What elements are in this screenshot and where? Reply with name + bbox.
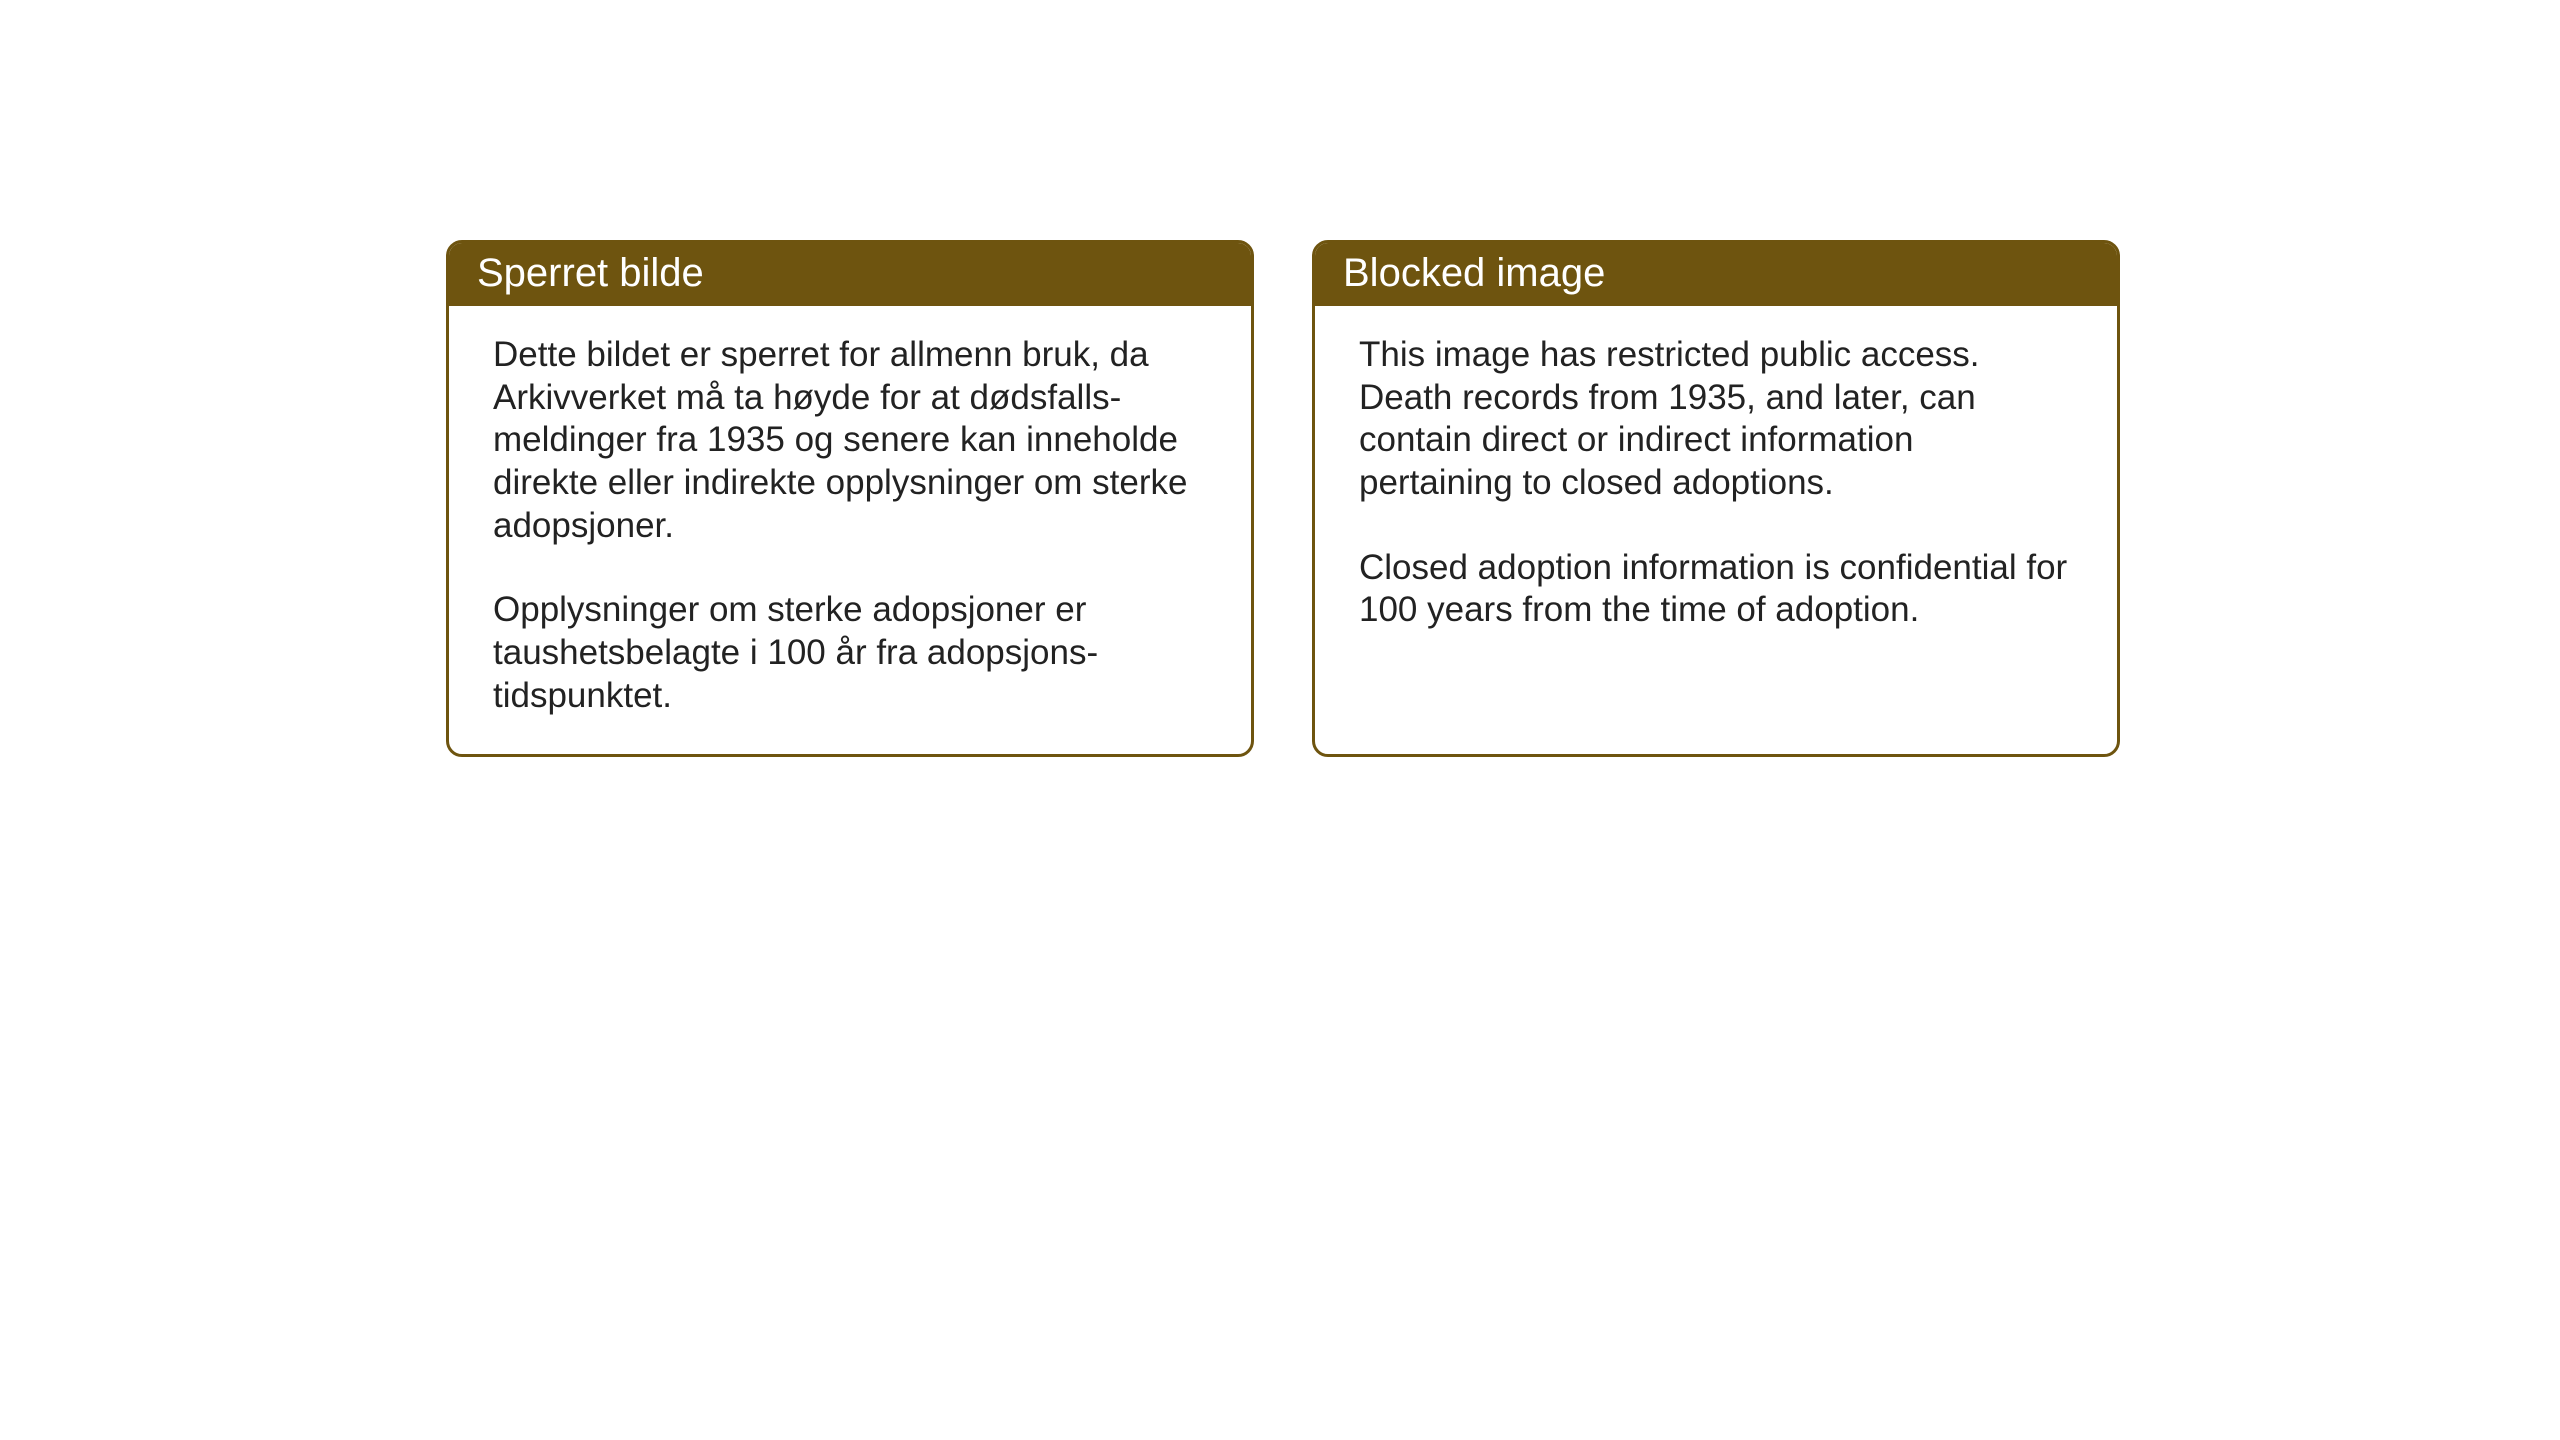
notice-container: Sperret bilde Dette bildet er sperret fo… [446,240,2120,757]
notice-card-norwegian: Sperret bilde Dette bildet er sperret fo… [446,240,1254,757]
notice-paragraph-2-english: Closed adoption information is confident… [1359,547,2073,632]
notice-body-norwegian: Dette bildet er sperret for allmenn bruk… [449,306,1251,754]
notice-body-english: This image has restricted public access.… [1315,306,2117,668]
notice-card-english: Blocked image This image has restricted … [1312,240,2120,757]
notice-paragraph-1-english: This image has restricted public access.… [1359,334,2073,505]
notice-title-english: Blocked image [1315,243,2117,306]
notice-paragraph-2-norwegian: Opplysninger om sterke adopsjoner er tau… [493,589,1207,717]
notice-paragraph-1-norwegian: Dette bildet er sperret for allmenn bruk… [493,334,1207,547]
notice-title-norwegian: Sperret bilde [449,243,1251,306]
